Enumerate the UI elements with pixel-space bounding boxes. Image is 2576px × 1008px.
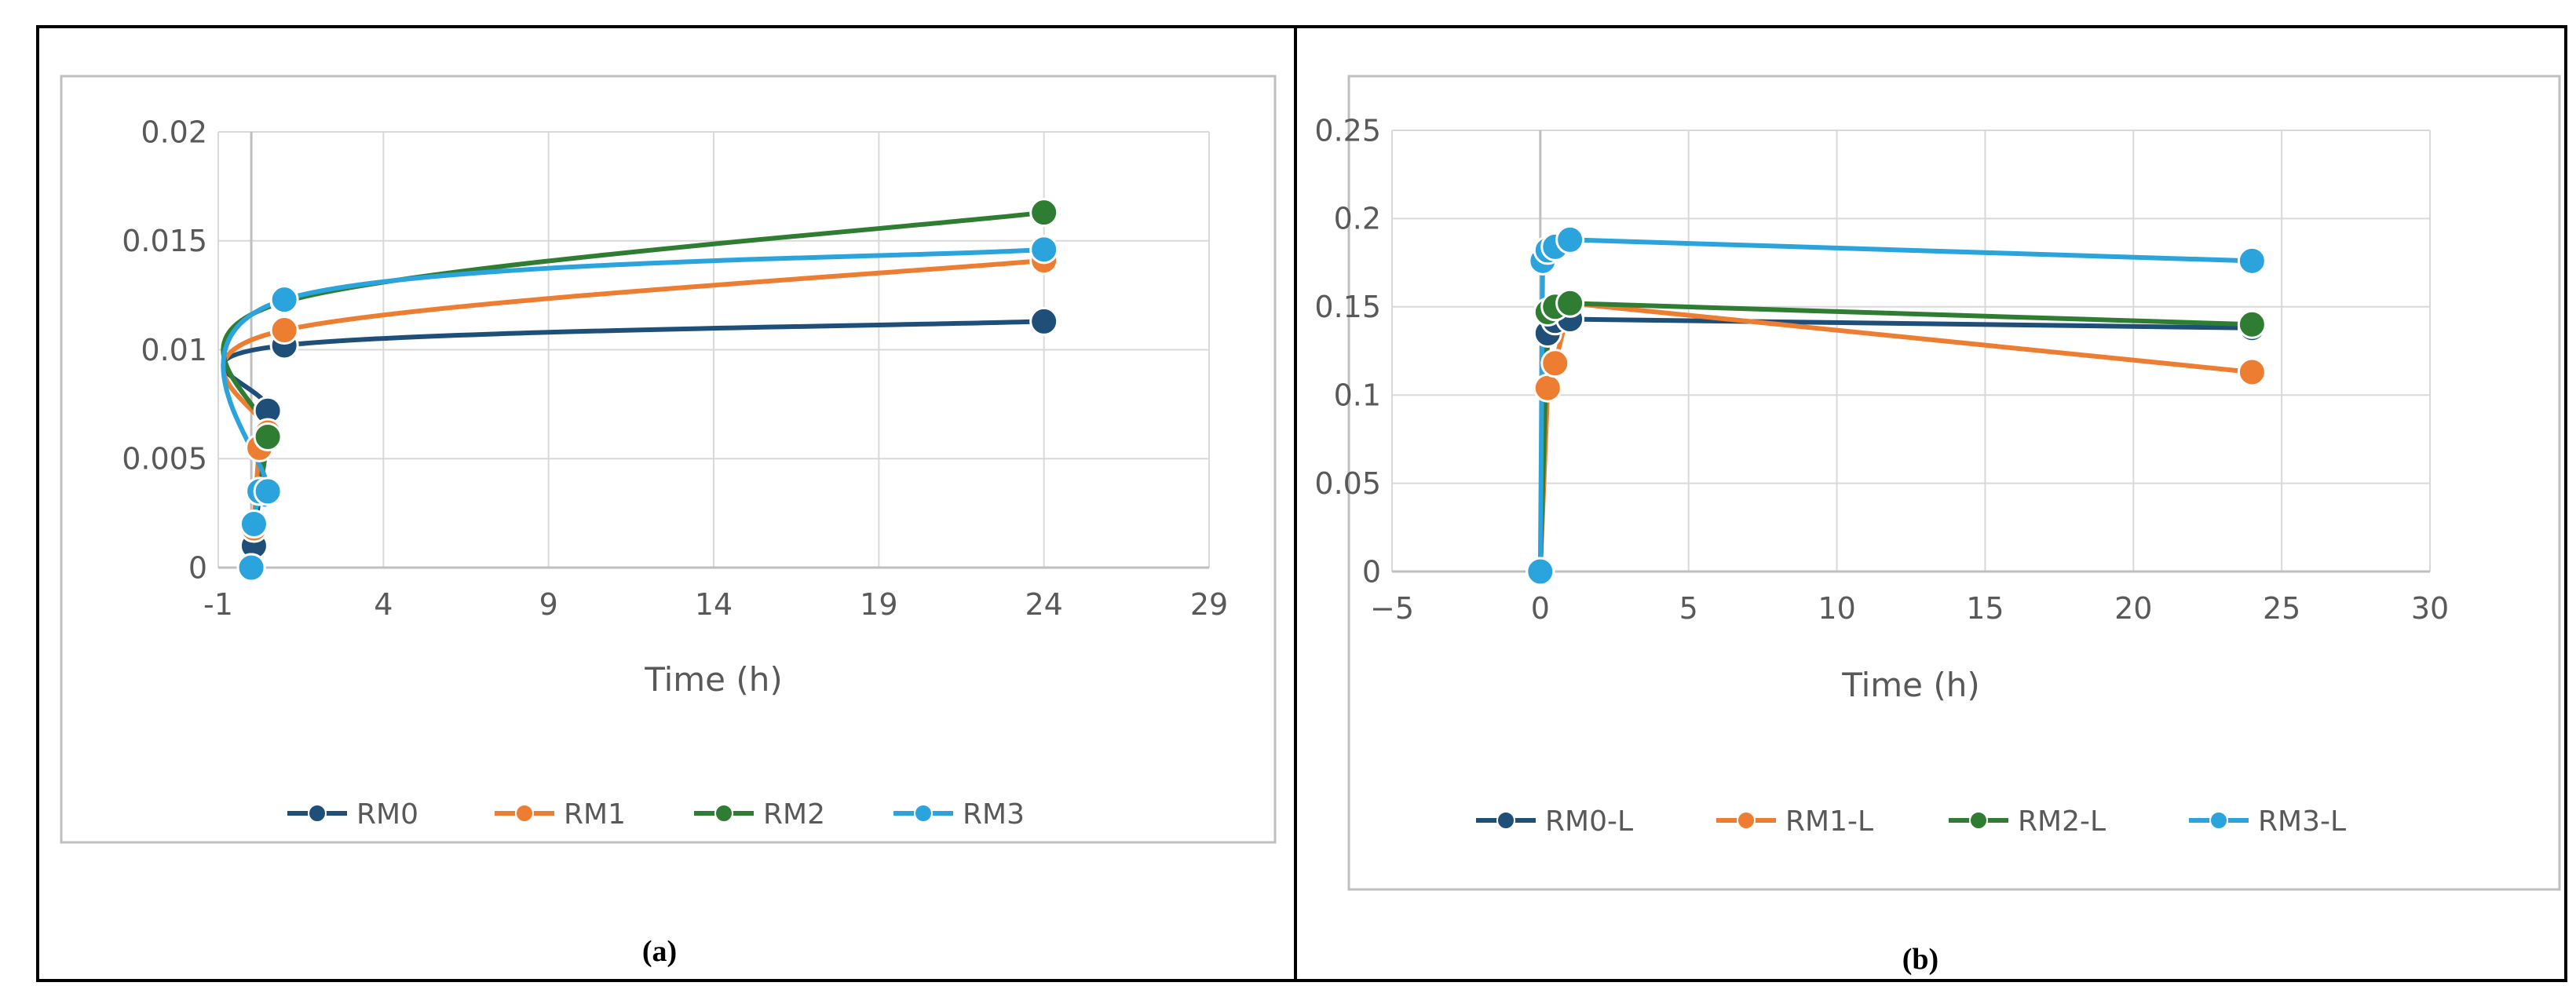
- chart-a-legend-marker: [515, 804, 534, 823]
- chart-a-point-rm0: [1029, 306, 1059, 336]
- chart-b-legend-marker: [2209, 811, 2228, 830]
- chart-b-legend-marker: [1969, 811, 1988, 830]
- chart-b-point-rm2-l: [2237, 309, 2267, 339]
- figure-border: [36, 25, 2567, 982]
- chart-b-legend-marker: [1496, 811, 1515, 830]
- chart-b-x-tick-label: 30: [2411, 591, 2449, 626]
- chart-b-point-rm3-l: [1555, 225, 1585, 254]
- chart-b-x-tick-label: 15: [1966, 591, 2004, 626]
- chart-b-x-tick-label: 25: [2263, 591, 2300, 626]
- chart-a-y-tick-label: 0.02: [141, 115, 207, 149]
- chart-b-x-tick-label: 20: [2114, 591, 2152, 626]
- chart-a-legend-label: RM0: [356, 798, 418, 831]
- chart-a-legend-marker: [714, 804, 733, 823]
- chart-b-legend-label: RM3-L: [2258, 805, 2346, 838]
- chart-a-point-rm3: [239, 509, 269, 539]
- chart-b-point-rm3-l: [1526, 557, 1555, 586]
- chart-a-y-tick-label: 0: [188, 550, 207, 585]
- chart-b-y-tick-label: 0.15: [1314, 290, 1381, 324]
- chart-a-y-tick-label: 0.01: [141, 333, 207, 367]
- chart-b-point-rm2-l: [1555, 288, 1585, 318]
- chart-b-x-tick-label: 10: [1818, 591, 1855, 626]
- chart-b-point-rm3-l: [2237, 246, 2267, 276]
- chart-a-x-tick-label: -1: [203, 587, 233, 622]
- chart-b-legend-label: RM2-L: [2018, 805, 2106, 838]
- chart-b-legend-label: RM1-L: [1785, 805, 1873, 838]
- chart-b-point-rm1-l: [1533, 373, 1562, 403]
- panel-a-caption: (a): [642, 935, 677, 968]
- chart-a-x-tick-label: 9: [539, 587, 558, 622]
- chart-a-legend-label: RM2: [763, 798, 825, 831]
- chart-b-x-axis-title: Time (h): [1841, 666, 1980, 704]
- chart-b-y-tick-label: 0.2: [1334, 202, 1381, 236]
- chart-a-legend-marker: [308, 804, 327, 823]
- chart-b-point-rm1-l: [1540, 349, 1570, 378]
- chart-a-point-rm3: [1029, 235, 1059, 265]
- chart-a-x-tick-label: 4: [374, 587, 393, 622]
- chart-a-legend-marker: [914, 804, 933, 823]
- chart-b-legend-marker: [1737, 811, 1756, 830]
- chart-a-y-tick-label: 0.015: [122, 224, 207, 258]
- chart-a-series-line-rm3: [221, 247, 1047, 570]
- chart-b-x-tick-label: −5: [1370, 591, 1414, 626]
- chart-b-point-rm1-l: [2237, 357, 2267, 387]
- chart-a-x-axis-title: Time (h): [644, 660, 783, 699]
- chart-a-y-tick-label: 0.005: [122, 442, 207, 477]
- chart-a-point-rm3: [236, 553, 266, 583]
- panel-b-caption: (b): [1902, 943, 1938, 976]
- chart-a-x-tick-label: 14: [695, 587, 733, 622]
- chart-a-legend-label: RM3: [963, 798, 1025, 831]
- chart-b-legend-label: RM0-L: [1545, 805, 1633, 838]
- chart-a-point-rm3: [253, 477, 283, 506]
- chart-a-x-tick-label: 29: [1190, 587, 1228, 622]
- chart-a-point-rm2: [253, 422, 283, 451]
- chart-b-y-tick-label: 0.05: [1314, 466, 1381, 501]
- chart-a-x-tick-label: 19: [860, 587, 897, 622]
- chart-a: 0 0.005 0.01 0.015 0.02 -1 4 9 14 19 24 29 Time (h) R…: [122, 115, 1228, 831]
- chart-b-y-tick-label: 0: [1362, 554, 1381, 589]
- chart-a-legend-label: RM1: [564, 798, 626, 831]
- chart-a-x-tick-label: 24: [1025, 587, 1062, 622]
- chart-b-x-tick-label: 0: [1531, 591, 1550, 626]
- chart-b-y-tick-label: 0.1: [1334, 378, 1381, 413]
- chart-b-y-tick-label: 0.25: [1314, 113, 1381, 148]
- chart-a-point-rm3: [269, 285, 299, 315]
- chart-b-x-tick-label: 5: [1679, 591, 1698, 626]
- chart-a-point-rm1: [269, 316, 299, 345]
- chart-a-point-rm2: [1029, 198, 1059, 228]
